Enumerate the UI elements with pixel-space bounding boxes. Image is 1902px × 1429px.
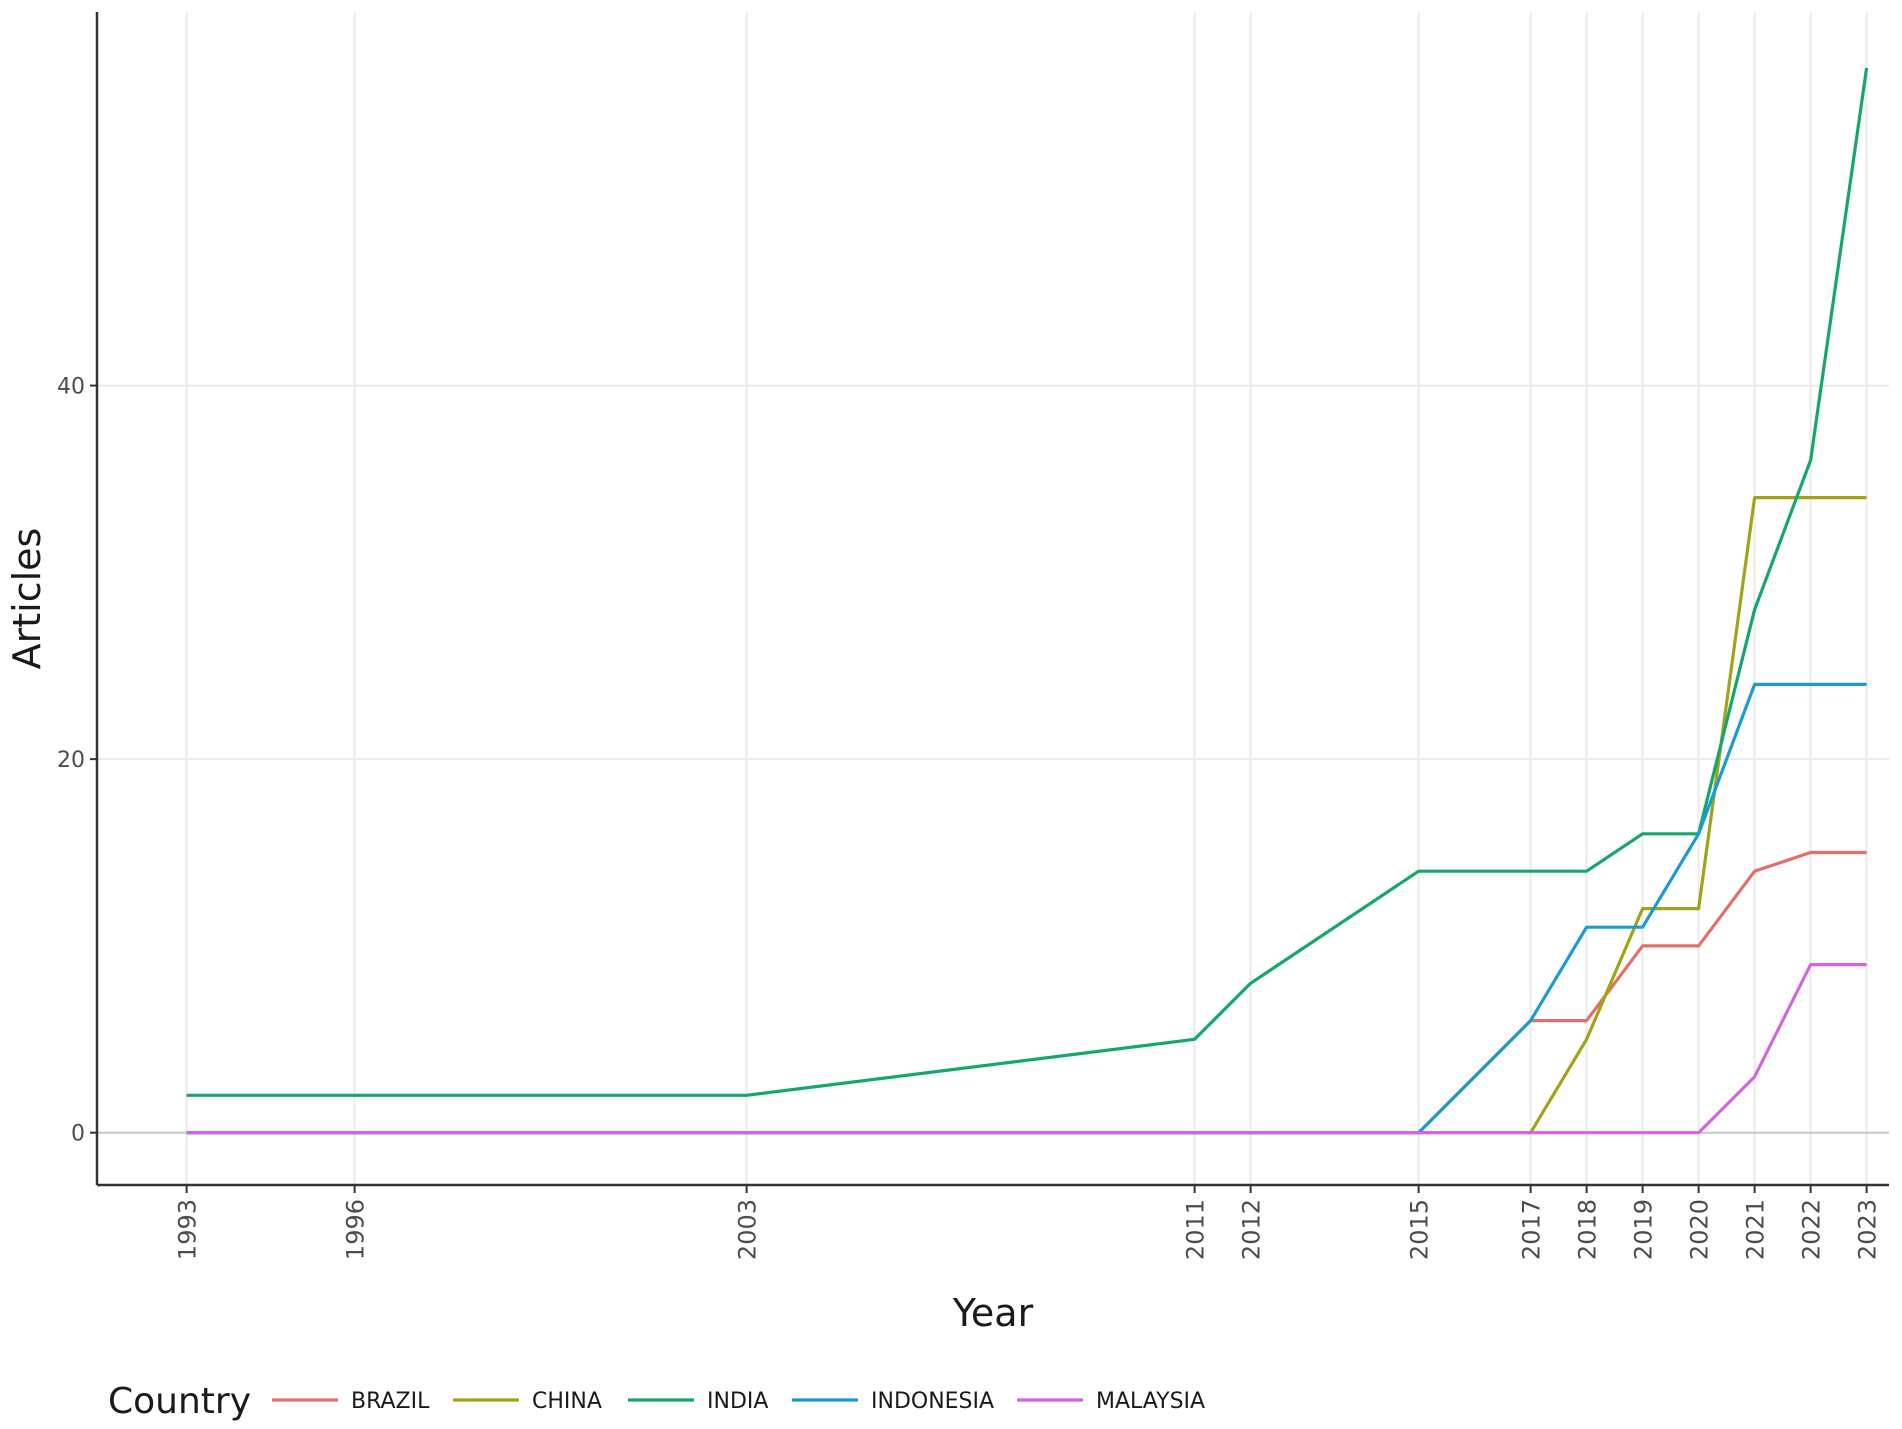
series-layer bbox=[186, 67, 1869, 1135]
x-tick-label: 2011 bbox=[1182, 1199, 1210, 1260]
series-line-china bbox=[186, 496, 1867, 1135]
x-tick-label: 2017 bbox=[1518, 1199, 1546, 1260]
y-tick-label: 0 bbox=[71, 1122, 85, 1147]
legend-label-china: CHINA bbox=[532, 1389, 602, 1414]
x-tick-label: 1993 bbox=[174, 1199, 202, 1260]
x-tick-label: 2020 bbox=[1686, 1199, 1714, 1260]
y-tick-label: 20 bbox=[57, 748, 85, 773]
x-tick-label: 2003 bbox=[734, 1199, 762, 1260]
series-line-brazil bbox=[186, 850, 1867, 1135]
legend-label-indonesia: INDONESIA bbox=[871, 1389, 994, 1414]
series-line-india bbox=[186, 67, 1869, 1097]
legend: Country BRAZIL CHINA INDIA INDONESIA MALAYSI… bbox=[108, 1381, 1205, 1422]
x-tick-label: 1996 bbox=[342, 1199, 370, 1260]
x-axis-title: Year bbox=[952, 1291, 1034, 1335]
x-tick-label: 2012 bbox=[1238, 1199, 1266, 1260]
x-tick-label: 2015 bbox=[1406, 1199, 1434, 1260]
series-line-indonesia bbox=[186, 682, 1867, 1135]
grid bbox=[97, 12, 1889, 1185]
legend-label-malaysia: MALAYSIA bbox=[1096, 1389, 1205, 1414]
legend-title: Country bbox=[108, 1381, 251, 1422]
legend-label-brazil: BRAZIL bbox=[351, 1389, 430, 1414]
y-ticks: 0 20 40 bbox=[57, 375, 97, 1147]
y-tick-label: 40 bbox=[57, 375, 85, 400]
x-tick-label: 2018 bbox=[1574, 1199, 1602, 1260]
legend-items: BRAZIL CHINA INDIA INDONESIA MALAYSIA bbox=[272, 1389, 1205, 1414]
x-tick-label: 2021 bbox=[1742, 1199, 1770, 1260]
y-axis-title: Articles bbox=[5, 528, 49, 670]
legend-label-india: INDIA bbox=[707, 1389, 768, 1414]
x-tick-label: 2022 bbox=[1798, 1199, 1826, 1260]
x-tick-label: 2023 bbox=[1854, 1199, 1882, 1260]
x-ticks: 1993 1996 2003 2011 2012 2015 2017 2018 2019 2020… bbox=[174, 1185, 1882, 1260]
axes bbox=[95, 12, 1889, 1187]
x-tick-label: 2019 bbox=[1630, 1199, 1658, 1260]
series-line-malaysia bbox=[186, 962, 1867, 1135]
